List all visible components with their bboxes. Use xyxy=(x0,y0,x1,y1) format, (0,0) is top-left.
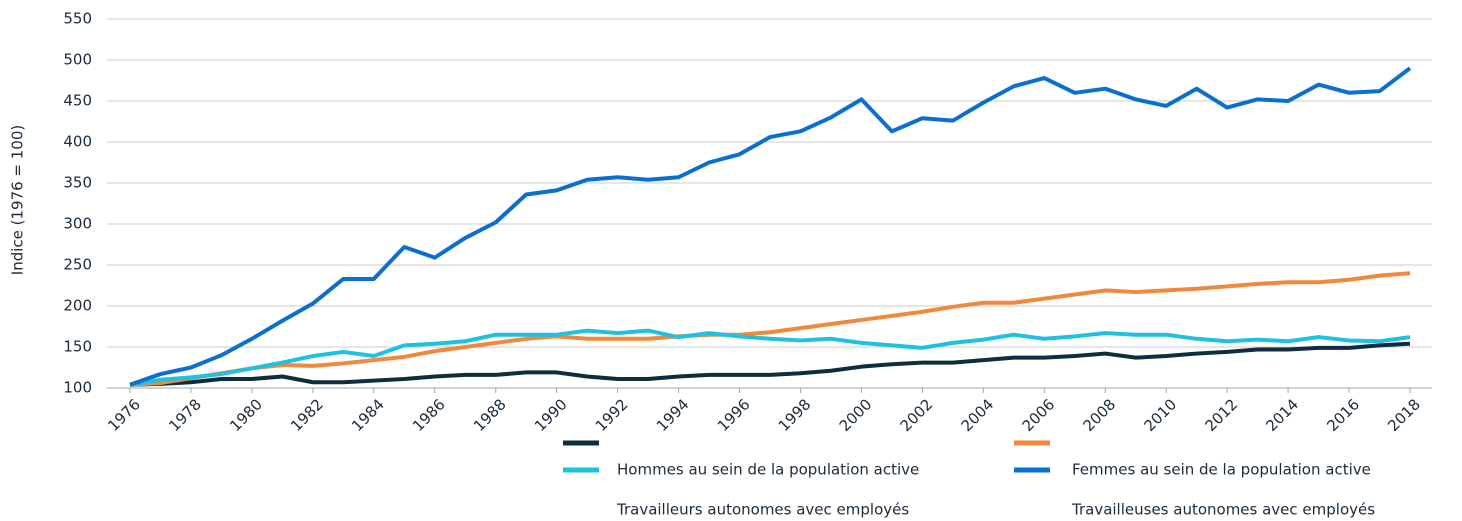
x-tick-label: 1986 xyxy=(409,395,449,435)
legend-label: Femmes au sein de la population active xyxy=(1072,461,1371,479)
y-tick-label: 200 xyxy=(63,297,92,315)
legend-label: Travailleurs autonomes avec employés xyxy=(616,501,909,519)
x-tick-label: 1976 xyxy=(104,395,144,435)
x-tick-label: 1980 xyxy=(226,395,266,435)
x-tick-label: 2018 xyxy=(1384,395,1424,435)
legend-label: Travailleuses autonomes avec employés xyxy=(1071,501,1375,519)
x-tick-label: 2002 xyxy=(897,395,937,435)
x-tick-label: 2008 xyxy=(1080,395,1120,435)
y-axis-label: Indice (1976 = 100) xyxy=(9,125,27,275)
y-tick-label: 400 xyxy=(63,133,92,151)
x-tick-label: 2006 xyxy=(1019,395,1059,435)
y-tick-label: 150 xyxy=(63,338,92,356)
y-tick-label: 500 xyxy=(63,51,92,69)
line-series xyxy=(129,328,1411,387)
x-tick-label: 2014 xyxy=(1262,395,1302,435)
line-series xyxy=(129,66,1412,387)
y-tick-label: 450 xyxy=(63,92,92,110)
x-tick-label: 2004 xyxy=(958,395,998,435)
legend-label: Hommes au sein de la population active xyxy=(617,461,919,479)
line-series xyxy=(129,271,1411,387)
x-tick-label: 1988 xyxy=(470,395,510,435)
x-tick-label: 2000 xyxy=(836,395,876,435)
x-tick-label: 1992 xyxy=(592,395,632,435)
x-tick-label: 1984 xyxy=(348,395,388,435)
x-tick-label: 1994 xyxy=(653,395,693,435)
x-tick-label: 1996 xyxy=(714,395,754,435)
y-tick-label: 100 xyxy=(63,379,92,397)
x-tick-label: 1998 xyxy=(775,395,815,435)
x-tick-label: 1978 xyxy=(165,395,205,435)
y-tick-label: 350 xyxy=(63,174,92,192)
x-tick-label: 2012 xyxy=(1201,395,1241,435)
x-tick-label: 2010 xyxy=(1140,395,1180,435)
line-series xyxy=(129,341,1411,387)
y-tick-label: 300 xyxy=(63,215,92,233)
y-tick-label: 550 xyxy=(63,10,92,28)
x-tick-label: 2016 xyxy=(1323,395,1363,435)
y-tick-label: 250 xyxy=(63,256,92,274)
x-tick-label: 1982 xyxy=(287,395,327,435)
x-tick-label: 1990 xyxy=(531,395,571,435)
